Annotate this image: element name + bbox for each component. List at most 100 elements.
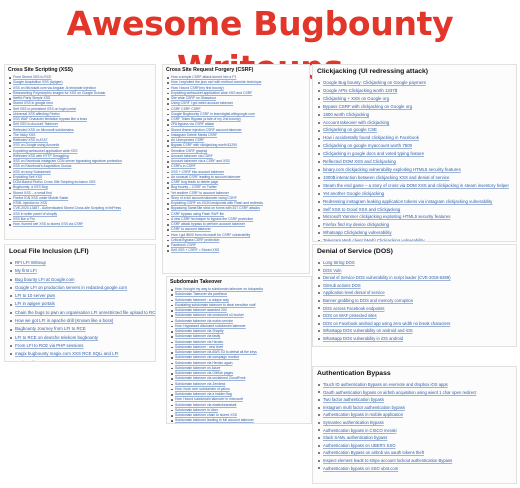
writeup-link[interactable]: XSS WAF Character limitation bypass like… (5, 117, 155, 122)
writeup-link[interactable]: Touch ID authentication Bypass on everno… (313, 381, 516, 389)
writeup-link[interactable]: Site wide CSRF on Glassdoor (163, 96, 309, 101)
writeup-link[interactable]: Bugbounty: a XSS Bug (5, 185, 155, 190)
writeup-link[interactable]: Oauth authentication bypass on airbnb ac… (313, 389, 516, 397)
writeup-link[interactable]: Yet another Google clickjacking (313, 190, 516, 198)
writeup-link[interactable]: Facebook CSRF (163, 243, 309, 248)
writeup-link[interactable]: Yet another CSRF to account takeover (163, 191, 309, 196)
writeup-link[interactable]: Critical Bypass CSRF protection (163, 238, 309, 243)
writeup-link[interactable]: An unusual CSRF leading to account takeo… (163, 175, 309, 180)
writeup-link[interactable]: Instagram Delete Media CSRF (163, 133, 309, 138)
writeup-link[interactable]: Whatsapp DOS vulnerability in iOS androi… (313, 335, 516, 343)
writeup-link[interactable]: How i bought my way to subdomain takeove… (167, 287, 311, 292)
writeup-link[interactable]: Reflected XSS in AT&T (5, 138, 155, 143)
writeup-link[interactable]: Whatsapp Clickjacking vulnerability (313, 229, 516, 237)
writeup-link[interactable]: LFI in nokia maps (5, 359, 155, 361)
writeup-link[interactable]: Subdomain takeover : new level (167, 345, 311, 350)
writeup-link[interactable]: Subdomain takeover via Heroku again (167, 361, 311, 366)
writeup-link[interactable]: Subdomain takeover : a unique way (167, 298, 311, 303)
writeup-link[interactable]: An Unexpected CSRF (163, 138, 309, 143)
writeup-link[interactable]: Subdomain takeover via fastly (167, 334, 311, 339)
writeup-link[interactable]: Authentication bypass in CISCO meraki (313, 427, 516, 435)
writeup-link[interactable]: Long String DOS (313, 259, 516, 267)
writeup-link[interactable]: Self XSS to persistent XSS on login port… (5, 107, 155, 112)
writeup-link[interactable]: Google APIs Clickjacking worth 1337$ (313, 87, 516, 95)
writeup-link[interactable]: Bypass CSRF with clickjacking on Google … (313, 103, 516, 111)
writeup-link[interactable]: How a simple CSRF attack turned into a P… (163, 75, 309, 80)
writeup-link[interactable]: My first LFI (5, 267, 155, 275)
writeup-link[interactable]: Reflected XSS with HTTP Smuggling (5, 154, 155, 159)
writeup-link[interactable]: CVE-2020-13487 - Authenticated Stored Cr… (5, 206, 155, 211)
writeup-link[interactable]: Authentication bypass on SSO ubnt.com (313, 465, 516, 473)
writeup-link[interactable]: Account takeover with clickjacking (313, 119, 516, 127)
writeup-link[interactable]: Denial of Service DOS vulnerability in s… (313, 274, 516, 282)
writeup-link[interactable]: How I bypassed disclosed subdomain takeo… (167, 324, 311, 329)
writeup-link[interactable]: Using CSRF I got weird account takeover (163, 101, 309, 106)
writeup-link[interactable]: GitHub actions DOS (313, 282, 516, 290)
writeup-link[interactable]: XSS + CSRF into account takeover (163, 170, 309, 175)
writeup-link[interactable]: 1800 worth Clickjacking (313, 111, 516, 119)
writeup-link[interactable]: CSRF bug leads to delete page (163, 180, 309, 185)
writeup-link[interactable]: XSS on Google using Acunetix (5, 143, 155, 148)
writeup-link[interactable]: Subdomain takeover via elasticbeanstalk (167, 403, 311, 408)
writeup-link[interactable]: XSS in seller panel of shopify (5, 212, 155, 217)
writeup-link[interactable]: CSRFs in CSRF (163, 164, 309, 169)
writeup-link[interactable]: Subdomain takeover via Shopify (167, 329, 311, 334)
writeup-link[interactable]: CSRF attack bypass to perform account ta… (163, 222, 309, 227)
writeup-link[interactable]: Slack SAML authentication bypass (313, 434, 516, 442)
writeup-link[interactable]: 1000$ interaction between clickjacking X… (313, 174, 516, 182)
writeup-link[interactable]: Subdomain takeover in Uber (167, 408, 311, 413)
writeup-link[interactable]: Authentication Bypass on airbnb via oaut… (313, 449, 516, 457)
writeup-link[interactable]: Google LFI on production servers in reda… (5, 284, 155, 292)
writeup-link[interactable]: CSRF CSRF CSRF (163, 107, 309, 112)
writeup-link[interactable]: Chain the bugs to pwn an organisation LF… (5, 309, 155, 317)
writeup-link[interactable]: Symantec authentication Bypass (313, 419, 516, 427)
writeup-link[interactable]: CSRF to account takeover (163, 227, 309, 232)
writeup-link[interactable]: How we got LFI in apache drill (Known li… (5, 317, 155, 325)
writeup-link[interactable]: Redressing instagram leaking application… (313, 198, 516, 206)
writeup-link[interactable]: Google Acquisition XSS (Apigee) (5, 80, 155, 85)
writeup-link[interactable]: The tricky XSS (5, 133, 155, 138)
writeup-link[interactable]: Whatsapp DOS vulnerability on android an… (313, 327, 516, 335)
writeup-link[interactable]: Subdomain takeover on Azure (167, 366, 311, 371)
writeup-link[interactable]: Two factor authentication bypass (313, 396, 516, 404)
writeup-link[interactable]: Exploiting Self XSS (5, 175, 155, 180)
writeup-link[interactable]: Subdomain Takeover via pantheon (167, 292, 311, 297)
writeup-link[interactable]: Universal XSS affecting Firefox (5, 112, 155, 117)
writeup-link[interactable]: Exploiting websocket application wide XS… (5, 149, 155, 154)
writeup-link[interactable]: Escalating subdomain takeover to steal s… (167, 303, 311, 308)
writeup-link[interactable]: Bypassing SameSite strict on forms with … (163, 206, 309, 211)
writeup-link[interactable]: XSS like a Pro (5, 217, 155, 222)
writeup-link[interactable]: LFI in apigee portals (5, 300, 155, 308)
writeup-link[interactable]: From Stored XSS to RCE (5, 75, 155, 80)
writeup-link[interactable]: Subdomain takeover via unclaimed CloudFr… (167, 376, 311, 381)
writeup-link[interactable]: RFI LFI Writeup (5, 259, 155, 267)
writeup-link[interactable]: Microsoft Yammer clickjacking exploiting… (313, 213, 516, 221)
writeup-link[interactable]: Google Bug bounty: Clickjacking on Googl… (313, 79, 516, 87)
writeup-link[interactable]: XSS on Microsoft.com via Angular Js temp… (5, 86, 155, 91)
writeup-link[interactable]: Authentication bypass on UBER's SSO (313, 442, 516, 450)
writeup-link[interactable]: Subdomain takeover via AWS S3 to defeat … (167, 350, 311, 355)
writeup-link[interactable]: Subdomain takeover chain to stored XSS (167, 413, 311, 418)
writeup-link[interactable]: How I exploited the json csrf with metho… (163, 80, 309, 85)
writeup-link[interactable]: A new CSRF technique to bypass the CSRF … (163, 217, 309, 222)
writeup-link[interactable]: Clickjacking in google docs and voted ty… (313, 150, 516, 158)
writeup-link[interactable]: How i turned self XSS to stored XSS via … (5, 222, 155, 227)
writeup-link[interactable]: Researching Polymorphic Images for XSS o… (5, 91, 155, 96)
writeup-link[interactable]: From LFI to RCE via PHP sessions (5, 342, 155, 350)
writeup-link[interactable]: Firefox IDN XSS under Mobile Safari (5, 196, 155, 201)
writeup-link[interactable]: Self XSS + CSRF = Stored XSS (163, 248, 309, 253)
writeup-link[interactable]: Subdomain takeover awarded 200 (167, 308, 311, 313)
writeup-link[interactable]: HTML injection to XSS (5, 201, 155, 206)
writeup-link[interactable]: magix bugbounty magix.com XSS RCE SQLi a… (5, 350, 155, 358)
writeup-link[interactable]: How i accidentally found clickjacking in… (313, 134, 516, 142)
writeup-link[interactable]: Stored XSS in google nest (5, 101, 155, 106)
writeup-link[interactable]: Application level denial of service (313, 289, 516, 297)
writeup-link[interactable]: DOS on Facebook android app using zero w… (313, 320, 516, 328)
writeup-link[interactable]: DOM-Based Firefox Cross Site Scripting i… (5, 180, 155, 185)
writeup-link[interactable]: LFI to RCE on deutche telekom bugbounty (5, 334, 155, 342)
writeup-link[interactable]: How I found subdomain takeover in micros… (167, 397, 311, 402)
writeup-link[interactable]: LFI to 10 server pwn (5, 292, 155, 300)
writeup-link[interactable]: Bug bounty – CSRF on Twitter (163, 185, 309, 190)
writeup-link[interactable]: Self XSS to Account Takeover (5, 122, 155, 127)
writeup-link[interactable]: Subdomain takeover via Zendesk (167, 382, 311, 387)
